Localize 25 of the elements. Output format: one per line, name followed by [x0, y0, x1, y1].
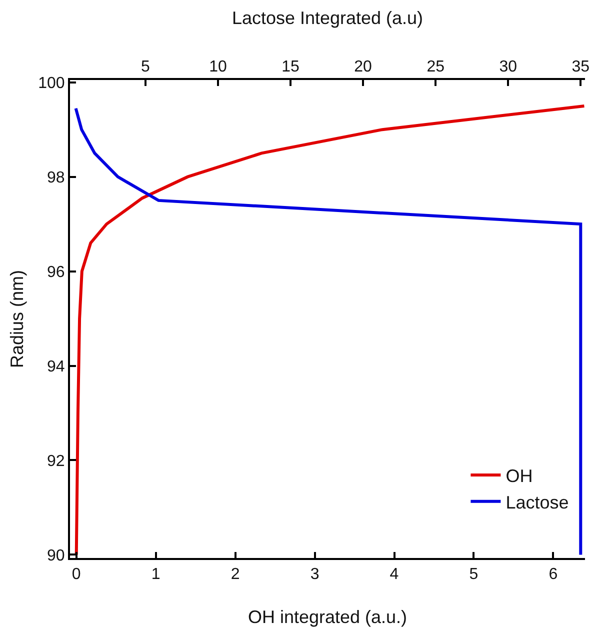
- x-tick-label: 0: [72, 566, 81, 584]
- y-axis-title: Radius (nm): [7, 270, 27, 368]
- x-axis-title: OH integrated (a.u.): [248, 607, 408, 627]
- x2-tick-label: 15: [282, 58, 300, 76]
- x2-tick-label: 5: [140, 58, 150, 76]
- y-tick-label: 92: [47, 452, 65, 470]
- x2-tick-label: 25: [426, 58, 445, 76]
- x2-tick-label: 30: [499, 58, 518, 76]
- x2-axis-title: Lactose Integrated (a.u): [232, 8, 424, 28]
- x-tick-label: 2: [230, 566, 240, 584]
- x2-tick-label: 35: [572, 58, 590, 76]
- legend-label: Lactose: [506, 492, 569, 512]
- x2-tick-label: 10: [209, 58, 227, 76]
- y-tick-label: 98: [47, 169, 65, 186]
- x-tick-label: 1: [151, 566, 160, 584]
- x-tick-label: 5: [469, 566, 478, 584]
- legend-label: OH: [506, 466, 533, 486]
- y-tick-label: 94: [47, 358, 65, 376]
- y-tick-label: 90: [47, 547, 65, 564]
- x2-tick-label: 20: [354, 58, 372, 76]
- x-tick-label: 6: [548, 566, 558, 584]
- x-tick-label: 4: [390, 566, 399, 584]
- x-tick-label: 3: [310, 566, 320, 584]
- y-tick-label: 100: [38, 74, 65, 92]
- y-tick-label: 96: [47, 264, 65, 281]
